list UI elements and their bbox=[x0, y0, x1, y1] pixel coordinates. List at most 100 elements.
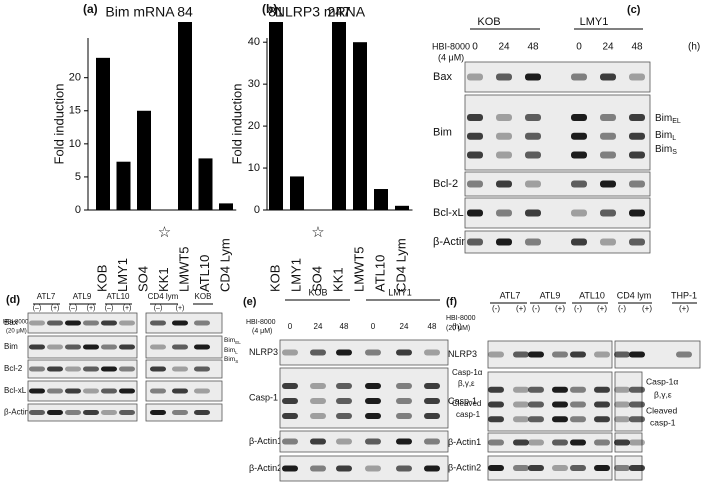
blot-band bbox=[525, 238, 541, 246]
blot-band bbox=[594, 465, 610, 471]
blot-band bbox=[101, 344, 117, 350]
x-tick-label: SO4 bbox=[309, 266, 324, 292]
blot-band bbox=[119, 344, 135, 350]
lane-label: 48 bbox=[527, 42, 539, 53]
blot-band bbox=[552, 401, 568, 408]
blot-band bbox=[552, 465, 568, 471]
lane-label: 0 bbox=[576, 42, 582, 53]
blot-band bbox=[365, 413, 381, 419]
blot-frame bbox=[279, 367, 449, 429]
lane-label: 24 bbox=[602, 42, 614, 53]
band-label: β,γ,ε bbox=[654, 389, 672, 399]
blot-band bbox=[396, 438, 412, 445]
lane-label: 0 bbox=[288, 322, 293, 331]
blot-band bbox=[600, 132, 616, 140]
blot-band bbox=[629, 209, 645, 217]
blot-band bbox=[488, 465, 504, 471]
group-label: ATL7 bbox=[500, 290, 521, 300]
blot-band bbox=[65, 344, 81, 350]
group-label: KOB bbox=[195, 292, 212, 301]
x-tick-label: KK1 bbox=[156, 267, 171, 292]
lane-label: 48 bbox=[631, 42, 643, 53]
blot-band bbox=[614, 351, 630, 358]
row-label: Bcl-xL bbox=[433, 207, 464, 219]
blot-band bbox=[282, 383, 298, 389]
lane-label: 48 bbox=[340, 322, 349, 331]
blot-band bbox=[600, 73, 616, 81]
blot-band bbox=[528, 351, 544, 358]
blot-band bbox=[513, 386, 529, 393]
blot-band bbox=[571, 151, 587, 159]
row-label: β-Actin1 bbox=[448, 437, 481, 447]
blot-frame bbox=[279, 430, 449, 453]
blot-band bbox=[83, 410, 99, 415]
lane-label: 48 bbox=[428, 322, 437, 331]
blot-band bbox=[570, 465, 586, 471]
y-tick-label: 5 bbox=[75, 171, 81, 183]
lane-label: (-) bbox=[532, 304, 540, 313]
blot-band bbox=[424, 465, 440, 472]
row-label: Casp-1 bbox=[448, 396, 477, 406]
x-tick-label: LMY1 bbox=[288, 258, 303, 292]
blot-band bbox=[47, 388, 63, 394]
blot-band bbox=[571, 209, 587, 217]
bar bbox=[290, 176, 304, 210]
blot-band bbox=[396, 413, 412, 419]
lane-label: (–) bbox=[105, 305, 114, 312]
bar bbox=[178, 22, 192, 210]
group-label: ATL10 bbox=[107, 292, 131, 301]
blot-band bbox=[150, 410, 166, 415]
blot-band bbox=[594, 439, 610, 446]
blot-band bbox=[101, 366, 117, 372]
blot-band bbox=[29, 388, 45, 394]
blot-band bbox=[424, 383, 440, 389]
treatment-label: HBI-8000 bbox=[246, 319, 276, 326]
blot-band bbox=[101, 388, 117, 394]
blot-band bbox=[676, 351, 692, 358]
band-label: Casp-1α bbox=[452, 368, 483, 377]
band-label: BimL bbox=[655, 130, 676, 142]
blot-band bbox=[172, 320, 188, 326]
group-label: THP-1 bbox=[671, 290, 697, 300]
blot-band bbox=[282, 438, 298, 445]
blot-band bbox=[467, 180, 483, 188]
bar bbox=[395, 205, 409, 210]
y-tick-label: 20 bbox=[248, 120, 260, 132]
row-label: β-Actin1 bbox=[249, 436, 282, 446]
band-label: casp-1 bbox=[456, 410, 481, 419]
blot-band bbox=[310, 383, 326, 389]
blot-band bbox=[47, 344, 63, 350]
band-label: BimEL bbox=[655, 113, 681, 125]
blot-band bbox=[396, 398, 412, 404]
blot-frame bbox=[27, 359, 138, 379]
blot-band bbox=[365, 438, 381, 445]
blot-band bbox=[513, 351, 529, 358]
x-tick-label: SO4 bbox=[135, 266, 150, 292]
blot-frame bbox=[27, 312, 138, 334]
blot-band bbox=[336, 413, 352, 419]
blot-band bbox=[552, 416, 568, 423]
blot-band bbox=[614, 386, 630, 393]
bar bbox=[332, 22, 346, 210]
blot-band bbox=[600, 114, 616, 121]
blot-band bbox=[310, 398, 326, 404]
blot-band bbox=[119, 410, 135, 415]
blot-band bbox=[594, 401, 610, 408]
x-tick-label: KK1 bbox=[330, 267, 345, 292]
blot-frame bbox=[279, 339, 449, 366]
y-tick-label: 15 bbox=[69, 105, 81, 117]
blot-band bbox=[65, 366, 81, 372]
blot-band bbox=[496, 151, 512, 159]
blot-band bbox=[119, 366, 135, 372]
lane-label: 0 bbox=[371, 322, 376, 331]
group-label: ATL9 bbox=[73, 292, 92, 301]
blot-band bbox=[525, 132, 541, 140]
band-label: BimS bbox=[655, 144, 677, 156]
group-label: ATL10 bbox=[579, 290, 605, 300]
blot-band bbox=[172, 388, 188, 394]
blot-band bbox=[513, 439, 529, 446]
lane-label: (+) bbox=[597, 304, 607, 313]
value-label: 247 bbox=[327, 4, 351, 20]
blot-band bbox=[172, 344, 188, 350]
blot-band bbox=[282, 413, 298, 419]
